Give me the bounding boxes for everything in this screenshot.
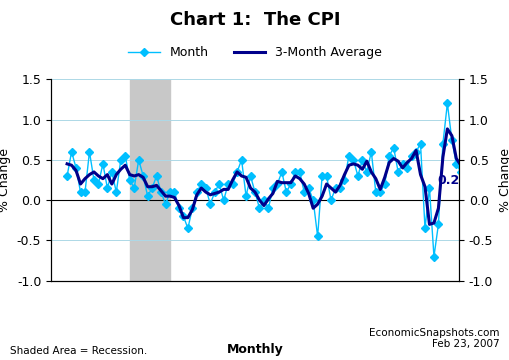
- Text: Chart 1:  The CPI: Chart 1: The CPI: [169, 11, 340, 29]
- Month: [430, 255, 436, 259]
- 3-Month Average: [323, 182, 329, 186]
- Month: [198, 182, 204, 186]
- Y-axis label: % Change: % Change: [498, 148, 509, 212]
- Y-axis label: % Change: % Change: [0, 148, 11, 212]
- Month: [64, 174, 70, 178]
- 3-Month Average: [426, 222, 432, 226]
- Month: [224, 182, 231, 186]
- Text: 0.2: 0.2: [437, 174, 459, 186]
- 3-Month Average: [443, 127, 449, 131]
- Legend: Month, 3-Month Average: Month, 3-Month Average: [123, 41, 386, 64]
- Month: [323, 174, 329, 178]
- 3-Month Average: [381, 175, 387, 180]
- Month: [443, 101, 449, 105]
- 3-Month Average: [327, 186, 333, 190]
- Text: EconomicSnapshots.com
Feb 23, 2007: EconomicSnapshots.com Feb 23, 2007: [369, 328, 499, 349]
- Bar: [129, 79, 169, 281]
- Line: 3-Month Average: 3-Month Average: [67, 129, 509, 224]
- Month: [327, 198, 333, 202]
- Text: Monthly: Monthly: [226, 343, 283, 356]
- Month: [381, 182, 387, 186]
- 3-Month Average: [64, 162, 70, 166]
- 3-Month Average: [224, 187, 231, 192]
- Month: [100, 162, 106, 166]
- 3-Month Average: [100, 176, 106, 181]
- 3-Month Average: [198, 186, 204, 190]
- Line: Month: Month: [64, 100, 509, 260]
- Text: Shaded Area = Recession.: Shaded Area = Recession.: [10, 346, 147, 356]
